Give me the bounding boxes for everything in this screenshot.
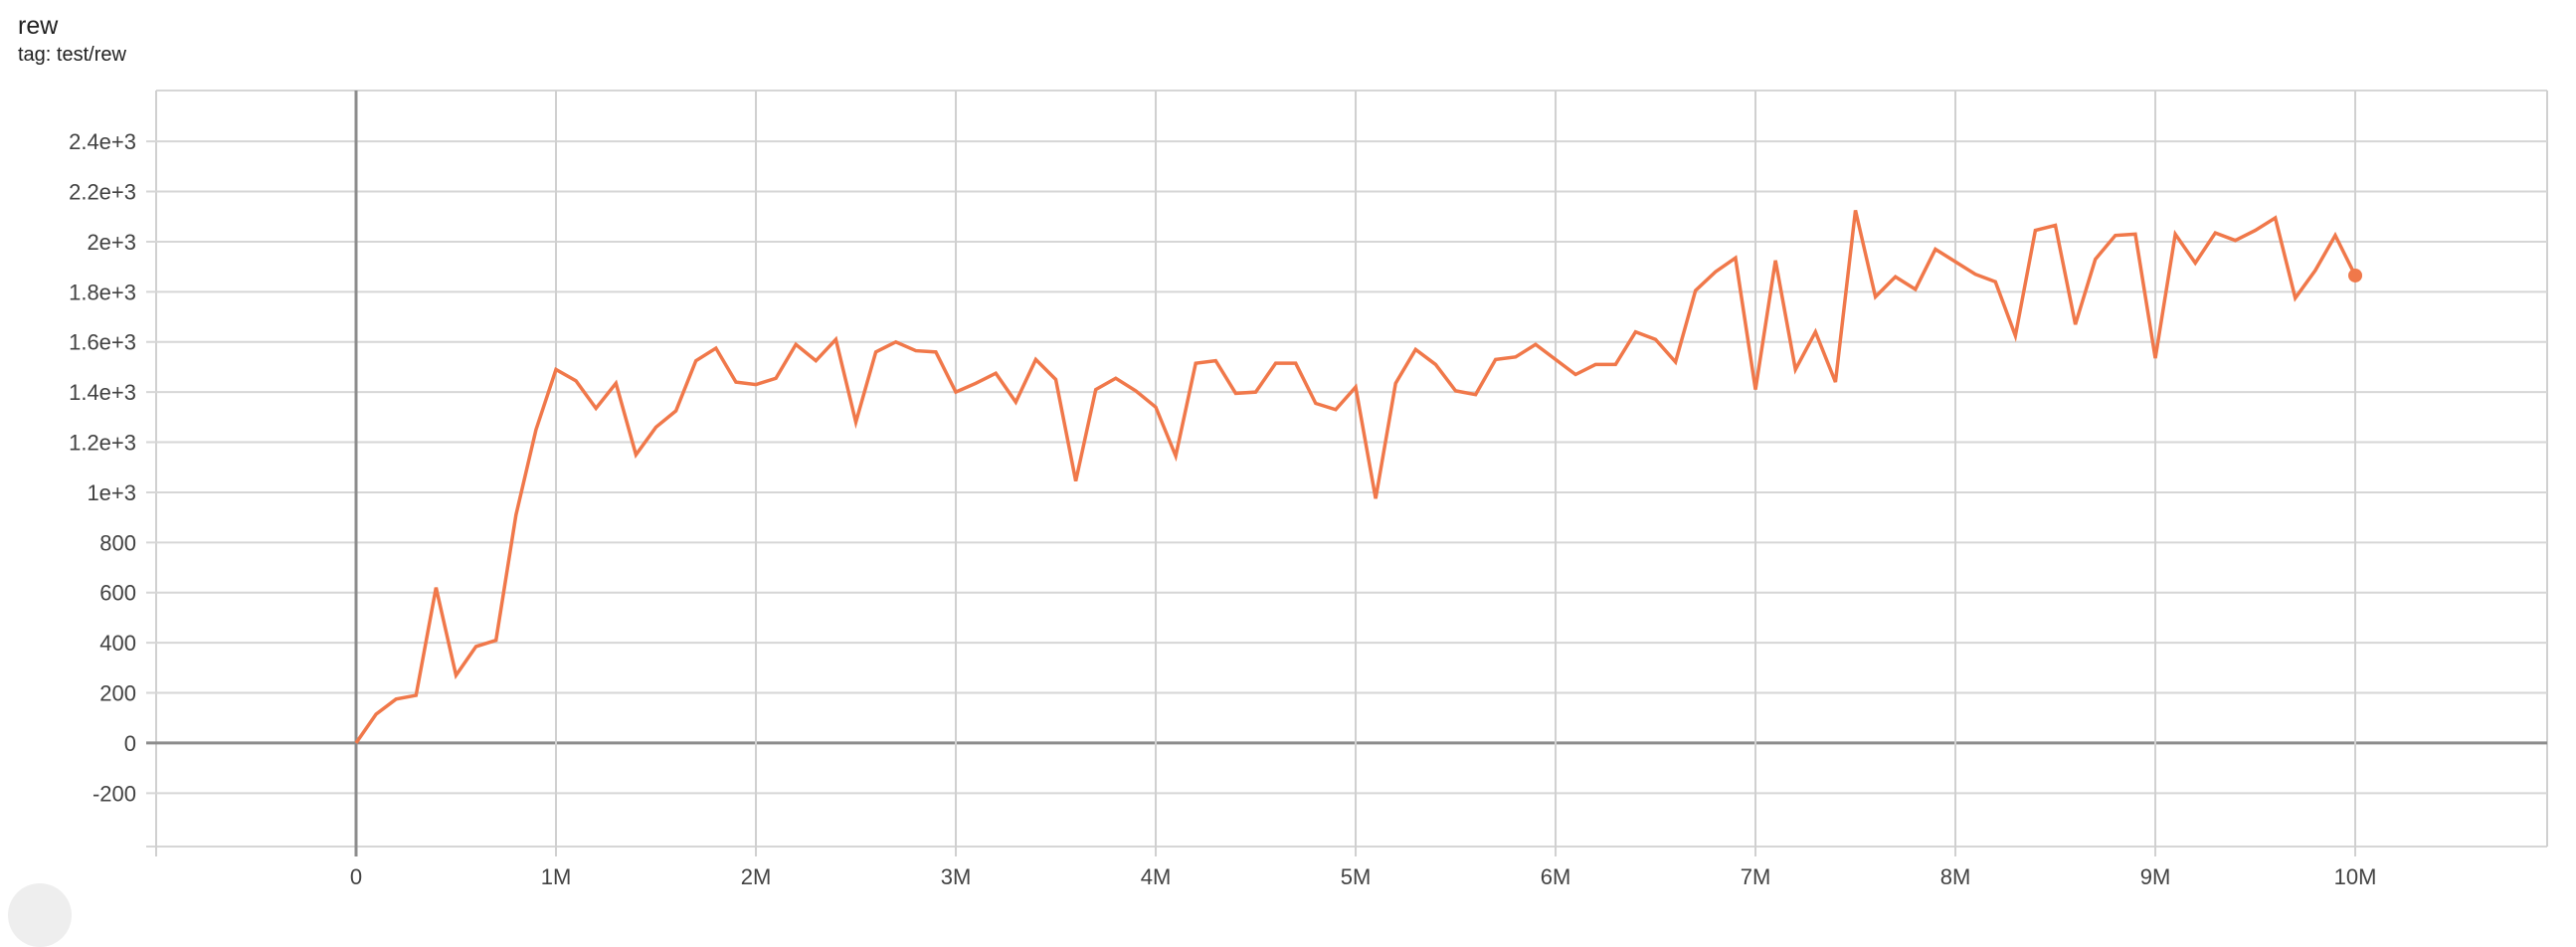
x-tick-label: 6M [1541,864,1571,889]
x-tick-label: 9M [2140,864,2171,889]
x-tick-label: 10M [2334,864,2377,889]
x-tick-label: 2M [741,864,772,889]
y-tick-label: 2e+3 [87,230,136,255]
y-tick-label: 1.8e+3 [69,280,136,304]
series-line [354,210,2357,744]
x-tick-label: 4M [1141,864,1172,889]
y-tick-label: 1.6e+3 [69,330,136,355]
y-tick-label: -200 [92,781,136,806]
y-tick-label: 1.2e+3 [69,431,136,456]
y-tick-label: 1.4e+3 [69,380,136,405]
x-tick-label: 0 [350,864,362,889]
x-tick-label: 3M [941,864,972,889]
chart-title: rew [18,12,59,40]
y-tick-label: 600 [99,581,136,606]
chart-tag: tag: test/rew [18,44,126,66]
x-tick-label: 7M [1741,864,1771,889]
x-tick-label: 1M [541,864,572,889]
y-tick-label: 2.4e+3 [69,129,136,154]
y-tick-label: 2.2e+3 [69,180,136,205]
x-tick-label: 5M [1341,864,1372,889]
y-tick-label: 400 [99,631,136,656]
last-point-marker [2348,268,2363,283]
y-tick-label: 800 [99,530,136,555]
y-tick-label: 0 [124,731,136,756]
line-chart: -200 0 200 400 600 800 1e+3 1.2e+3 1.4e+3 1.6e+3 1… [69,90,2548,889]
y-tick-label: 1e+3 [87,480,136,505]
y-tick-label: 200 [99,681,136,706]
x-tick-label: 8M [1940,864,1971,889]
scroll-indicator [8,883,72,947]
